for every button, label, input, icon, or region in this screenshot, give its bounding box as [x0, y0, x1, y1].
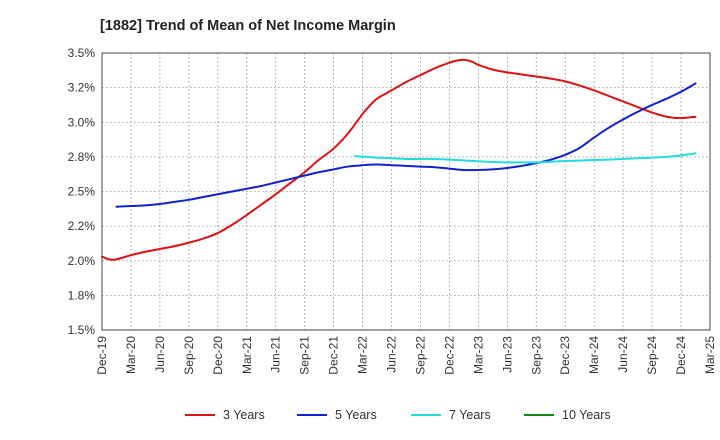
- y-tick-label: 3.2%: [68, 81, 96, 95]
- x-axis: Dec-19 Mar-20 Jun-20 Sep-20 Dec-20 Mar-21 Jun-…: [95, 336, 717, 375]
- y-tick-label: 2.2%: [68, 219, 96, 233]
- x-tick-label: Sep-21: [298, 336, 312, 375]
- x-tick-label: Sep-23: [529, 336, 543, 375]
- x-tick-label: Dec-22: [442, 336, 456, 375]
- x-tick-label: Sep-24: [645, 336, 659, 375]
- series-line-3-years: [101, 58, 697, 261]
- legend: 3 Years 5 Years 7 Years 10 Years: [185, 408, 611, 422]
- x-tick-label: Jun-22: [385, 336, 399, 373]
- y-tick-label: 1.8%: [68, 288, 96, 302]
- y-tick-label: 2.0%: [68, 254, 96, 268]
- x-tick-label: Mar-21: [240, 336, 254, 374]
- y-axis: 1.5% 1.8% 2.0% 2.2% 2.5% 2.8% 3.0% 3.2% 3.5%: [68, 46, 96, 337]
- series-lines: [101, 58, 697, 261]
- x-tick-label: Dec-19: [95, 336, 109, 375]
- x-tick-label: Jun-23: [500, 336, 514, 373]
- y-tick-label: 3.5%: [68, 46, 96, 60]
- x-tick-label: Jun-24: [616, 336, 630, 373]
- chart-title: [1882] Trend of Mean of Net Income Margi…: [100, 18, 396, 34]
- y-tick-label: 2.8%: [68, 150, 96, 164]
- x-tick-label: Dec-23: [558, 336, 572, 375]
- legend-label: 10 Years: [562, 408, 611, 422]
- series-line-5-years: [115, 82, 697, 208]
- x-tick-label: Sep-20: [182, 336, 196, 375]
- y-tick-label: 1.5%: [68, 323, 96, 337]
- x-tick-label: Sep-22: [413, 336, 427, 375]
- x-tick-label: Dec-20: [211, 336, 225, 375]
- x-tick-label: Dec-24: [674, 336, 688, 375]
- x-tick-label: Mar-24: [587, 336, 601, 374]
- legend-label: 3 Years: [223, 408, 265, 422]
- x-tick-label: Dec-21: [327, 336, 341, 375]
- legend-label: 5 Years: [335, 408, 377, 422]
- grid: [102, 53, 710, 330]
- plot-frame: [101, 52, 711, 331]
- x-tick-label: Mar-25: [703, 336, 717, 374]
- legend-label: 7 Years: [449, 408, 491, 422]
- series-line-7-years: [354, 152, 697, 164]
- x-tick-label: Mar-23: [471, 336, 485, 374]
- x-tick-label: Jun-20: [153, 336, 167, 373]
- x-tick-label: Jun-21: [269, 336, 283, 373]
- x-tick-label: Mar-20: [124, 336, 138, 374]
- x-tick-label: Mar-22: [356, 336, 370, 374]
- y-tick-label: 2.5%: [68, 185, 96, 199]
- y-tick-label: 3.0%: [68, 115, 96, 129]
